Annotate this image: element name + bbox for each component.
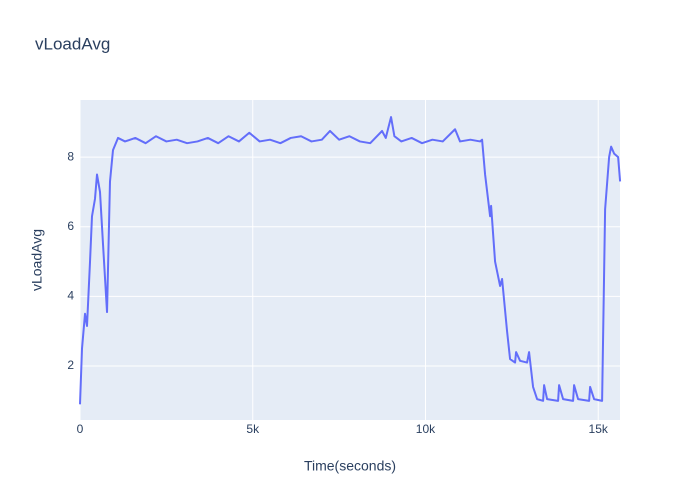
y-tick-label: 2	[67, 358, 74, 372]
y-tick-label: 4	[67, 289, 74, 303]
x-tick-label: 15k	[589, 422, 609, 436]
x-tick-label: 5k	[246, 422, 260, 436]
x-axis-label: Time(seconds)	[304, 458, 396, 474]
x-tick-label: 10k	[416, 422, 436, 436]
x-tick-label: 0	[77, 422, 84, 436]
chart-title: vLoadAvg	[35, 34, 110, 53]
plot-area	[80, 100, 620, 420]
y-tick-label: 6	[67, 219, 74, 233]
y-axis-label: vLoadAvg	[29, 229, 45, 291]
data-line	[79, 116, 622, 405]
y-tick-label: 8	[67, 149, 74, 163]
